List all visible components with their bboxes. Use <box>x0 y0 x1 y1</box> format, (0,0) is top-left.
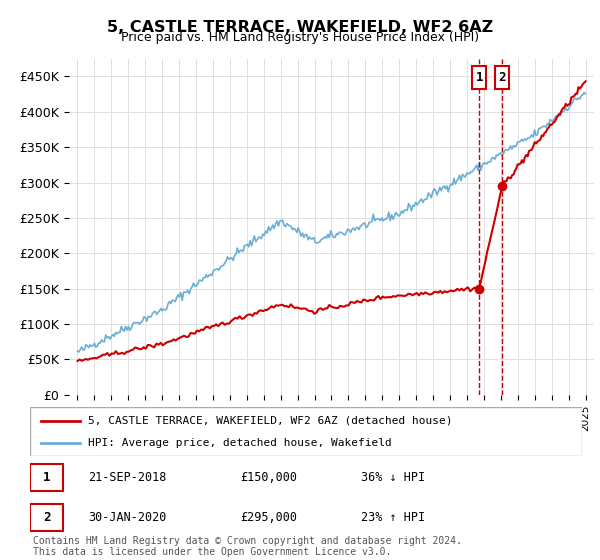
FancyBboxPatch shape <box>30 464 63 491</box>
Text: 30-JAN-2020: 30-JAN-2020 <box>88 511 166 524</box>
Text: 21-SEP-2018: 21-SEP-2018 <box>88 471 166 484</box>
FancyBboxPatch shape <box>30 504 63 531</box>
FancyBboxPatch shape <box>495 66 509 89</box>
Text: 1: 1 <box>43 471 50 484</box>
Text: 1: 1 <box>475 71 483 84</box>
Text: 2: 2 <box>43 511 50 524</box>
Text: 5, CASTLE TERRACE, WAKEFIELD, WF2 6AZ (detached house): 5, CASTLE TERRACE, WAKEFIELD, WF2 6AZ (d… <box>88 416 452 426</box>
Text: £150,000: £150,000 <box>240 471 297 484</box>
Text: Price paid vs. HM Land Registry's House Price Index (HPI): Price paid vs. HM Land Registry's House … <box>121 31 479 44</box>
Text: 23% ↑ HPI: 23% ↑ HPI <box>361 511 425 524</box>
Text: £295,000: £295,000 <box>240 511 297 524</box>
Text: 36% ↓ HPI: 36% ↓ HPI <box>361 471 425 484</box>
Text: Contains HM Land Registry data © Crown copyright and database right 2024.
This d: Contains HM Land Registry data © Crown c… <box>33 535 462 557</box>
Text: 2: 2 <box>499 71 506 84</box>
FancyBboxPatch shape <box>472 66 487 89</box>
FancyBboxPatch shape <box>30 407 582 456</box>
Text: 5, CASTLE TERRACE, WAKEFIELD, WF2 6AZ: 5, CASTLE TERRACE, WAKEFIELD, WF2 6AZ <box>107 20 493 35</box>
Text: HPI: Average price, detached house, Wakefield: HPI: Average price, detached house, Wake… <box>88 437 392 447</box>
